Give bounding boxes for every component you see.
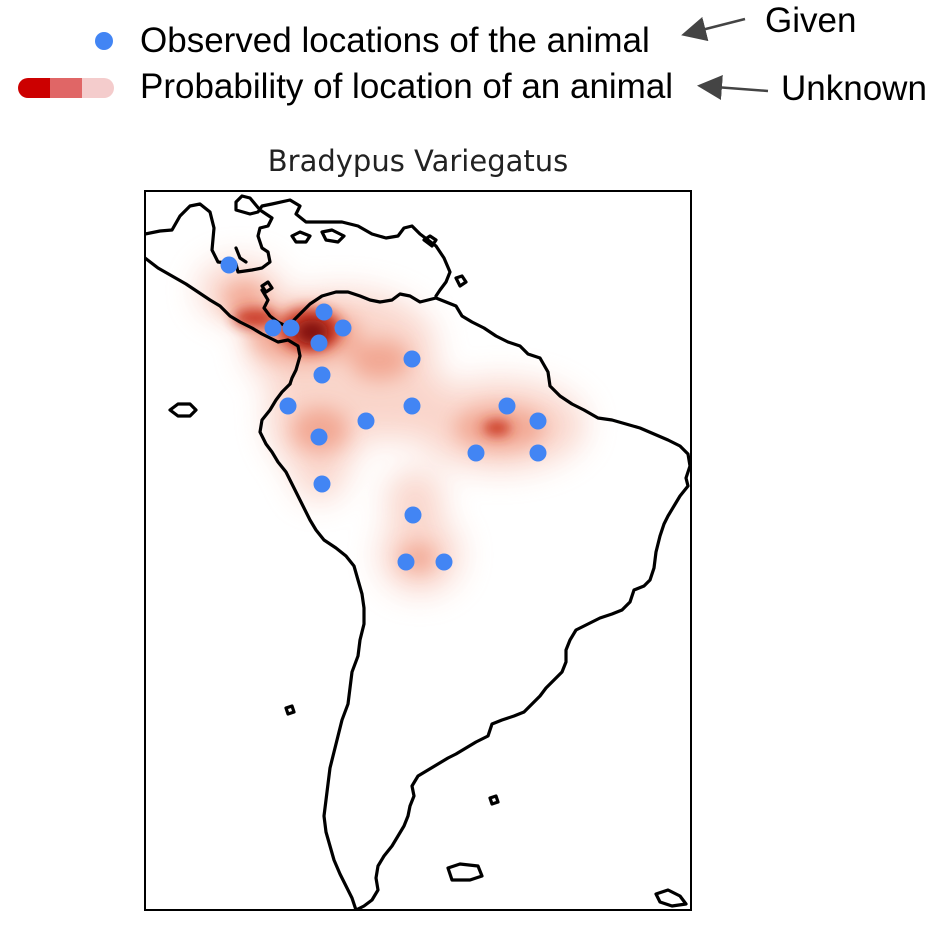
observation-dot bbox=[334, 319, 352, 337]
observation-dot bbox=[467, 444, 485, 462]
given-tag: Given bbox=[765, 1, 857, 40]
observation-dot bbox=[498, 397, 516, 415]
central-america-east bbox=[260, 288, 691, 910]
caribbean-island-3 bbox=[422, 234, 438, 248]
caribbean-island-5 bbox=[454, 274, 468, 288]
ramp-dark bbox=[18, 78, 50, 98]
observation-dot bbox=[279, 397, 297, 415]
ramp-mid bbox=[50, 78, 82, 98]
galapagos-island bbox=[168, 402, 198, 418]
observation-dot bbox=[404, 506, 422, 524]
density-layer bbox=[198, 260, 585, 593]
juan-fernandez-island bbox=[284, 704, 296, 716]
caribbean-island-4 bbox=[260, 280, 274, 294]
legend-probability: Probability of location of an animal bbox=[140, 67, 673, 107]
legend-observed-label: Observed locations of the animal bbox=[140, 21, 650, 60]
central-america-west bbox=[145, 256, 302, 386]
observation-dot bbox=[435, 553, 453, 571]
ramp-light bbox=[82, 78, 114, 98]
yucatan-coast bbox=[234, 246, 248, 264]
observation-dot bbox=[264, 319, 282, 337]
observation-dot bbox=[313, 366, 331, 384]
observation-dot bbox=[220, 256, 238, 274]
probability-legend-ramp bbox=[18, 78, 114, 98]
observation-dot bbox=[313, 475, 331, 493]
unknown-tag: Unknown bbox=[781, 69, 927, 108]
observation-dot bbox=[282, 319, 300, 337]
legend-observed: Observed locations of the animal bbox=[140, 21, 650, 61]
caribbean-island-2 bbox=[320, 228, 346, 244]
caribbean-island-1 bbox=[290, 230, 312, 244]
south-georgia-island bbox=[654, 888, 688, 908]
atlantic-island bbox=[488, 794, 500, 806]
map-title: Bradypus Variegatus bbox=[267, 144, 569, 178]
observation-dot bbox=[357, 412, 375, 430]
falklands-island bbox=[446, 862, 484, 882]
observation-dot bbox=[529, 412, 547, 430]
observation-dot bbox=[315, 303, 333, 321]
observation-dot bbox=[397, 553, 415, 571]
legend-probability-label: Probability of location of an animal bbox=[140, 67, 674, 106]
observation-points bbox=[220, 256, 547, 571]
observation-dot bbox=[529, 444, 547, 462]
observation-dot bbox=[310, 334, 328, 352]
south-america-west bbox=[258, 382, 366, 910]
observation-dot bbox=[403, 397, 421, 415]
north-coastline bbox=[145, 194, 452, 298]
coastline-layer bbox=[145, 194, 691, 910]
observation-dot bbox=[310, 428, 328, 446]
observed-legend-dot bbox=[95, 32, 113, 50]
map-frame bbox=[144, 190, 692, 911]
observation-dot bbox=[403, 350, 421, 368]
